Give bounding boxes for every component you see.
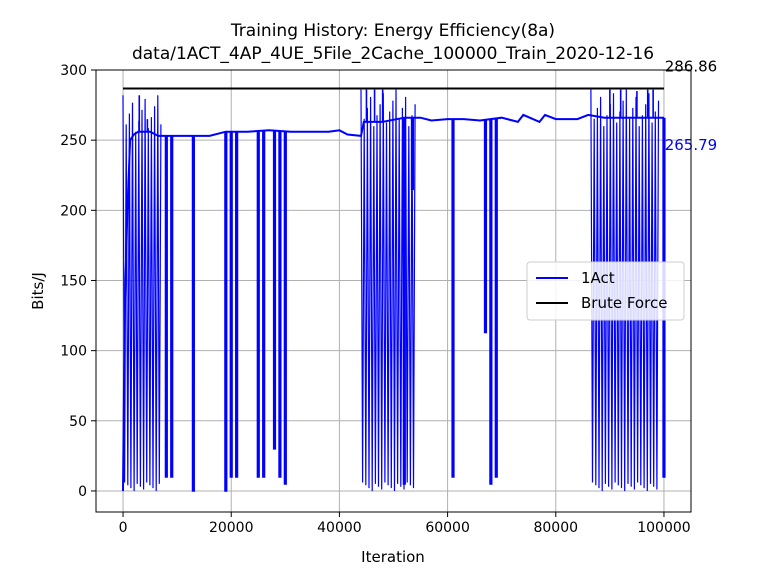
y-tick-label: 50 [69, 414, 87, 430]
1act-spike [410, 117, 415, 191]
1act-spike [489, 119, 493, 485]
legend-label-brute-force: Brute Force [581, 294, 667, 312]
x-tick-label: 20000 [209, 520, 254, 536]
y-axis-ticks: 0 50 100 150 200 250 300 [60, 63, 96, 500]
1act-spike [272, 130, 277, 450]
brute-force-end-label: 286.86 [665, 57, 718, 75]
1act-spike [164, 135, 168, 478]
x-tick-label: 0 [119, 520, 128, 536]
x-tick-label: 80000 [533, 520, 578, 536]
1act-spike [483, 119, 488, 334]
1act-spike [494, 118, 498, 478]
1act-oscillation-band [122, 95, 162, 492]
y-tick-label: 0 [78, 484, 87, 500]
1act-spike [402, 117, 406, 485]
1act-spike [170, 135, 174, 478]
x-axis-label: Iteration [361, 548, 425, 566]
1act-spike [224, 131, 228, 492]
1act-spike [256, 131, 260, 478]
y-tick-label: 250 [60, 133, 87, 149]
1act-spike [229, 131, 233, 478]
chart-title-line2: data/1ACT_4AP_4UE_5File_2Cache_100000_Tr… [132, 44, 654, 64]
y-axis-label: Bits/J [29, 272, 47, 310]
1act-oscillation-band [590, 89, 660, 492]
y-tick-label: 150 [60, 273, 87, 289]
x-axis-ticks: 0 20000 40000 60000 80000 100000 [119, 512, 691, 536]
1act-spike [235, 131, 239, 478]
legend: 1Act Brute Force [526, 261, 685, 321]
1act-spike [451, 119, 455, 478]
1act-oscillation-band [360, 89, 416, 492]
x-tick-label: 60000 [425, 520, 470, 536]
x-tick-label: 40000 [317, 520, 362, 536]
y-tick-label: 200 [60, 203, 87, 219]
1act-spike [191, 135, 195, 492]
y-tick-label: 100 [60, 344, 87, 360]
x-tick-label: 100000 [637, 520, 690, 536]
1act-spike [283, 131, 287, 485]
chart-title-line1: Training History: Energy Efficiency(8a) [230, 21, 555, 41]
1act-spike [278, 131, 282, 478]
plot-area [122, 87, 666, 492]
y-tick-label: 300 [60, 63, 87, 79]
axes-frame [95, 69, 692, 513]
legend-label-1act: 1Act [581, 269, 615, 287]
1act-spike [262, 130, 266, 478]
legend-box [526, 261, 685, 321]
